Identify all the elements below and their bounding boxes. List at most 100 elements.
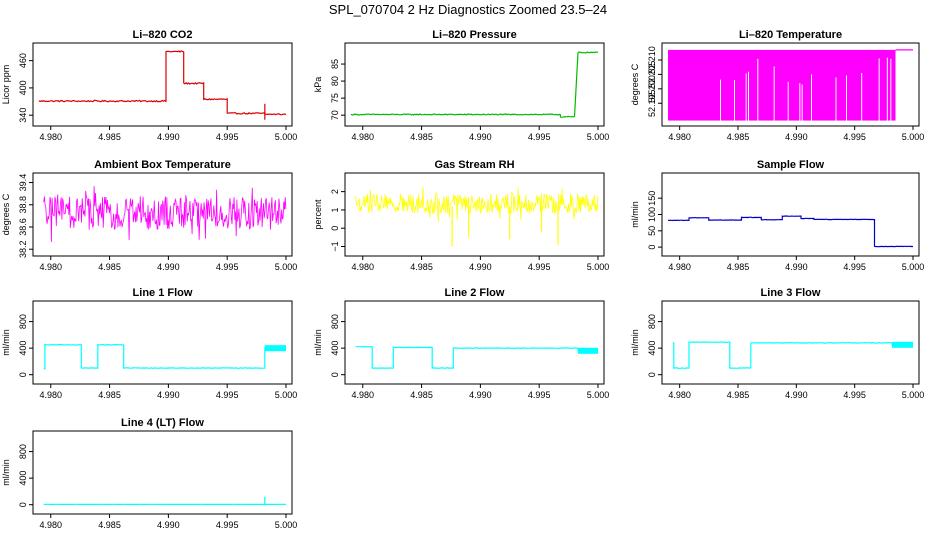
panel-title: Line 2 Flow — [445, 287, 505, 299]
series-dense-block — [264, 345, 286, 352]
y-axis-label: ml/min — [1, 329, 11, 356]
y-tick-label: 150 — [647, 191, 657, 206]
chart-panel-2: Li–820 Pressure 4.980 4.985 4.990 4.995 5.000… — [313, 29, 609, 142]
y-tick-label: 400 — [330, 341, 340, 356]
chart-panel-3: Li–820 Temperature 4.980 4.985 4.990 4.995 5.… — [630, 29, 924, 142]
y-tick-label: 52.195 — [647, 89, 657, 117]
x-tick-label: 4.990 — [469, 132, 492, 142]
panel-title: Line 3 Flow — [761, 287, 821, 299]
x-tick-label: 5.000 — [275, 132, 298, 142]
panel-title: Li–820 CO2 — [133, 29, 193, 41]
x-tick-label: 4.990 — [157, 262, 180, 272]
y-tick-label: 400 — [647, 341, 657, 356]
x-tick-label: 4.990 — [157, 390, 180, 400]
x-tick-label: 5.000 — [902, 390, 925, 400]
y-axis-label: ml/min — [630, 201, 640, 228]
x-tick-label: 4.980 — [39, 132, 62, 142]
y-axis-label: ml/min — [1, 459, 11, 486]
x-tick-label: 4.990 — [469, 262, 492, 272]
y-tick-label: 38.2 — [18, 240, 28, 258]
y-tick-label: 50 — [647, 226, 657, 236]
panel-title: Gas Stream RH — [434, 159, 514, 171]
x-tick-label: 4.985 — [727, 390, 750, 400]
y-axis-label: kPa — [313, 77, 323, 93]
x-tick-label: 4.980 — [39, 520, 62, 530]
y-tick-label: 0 — [647, 372, 657, 377]
y-tick-label: 70 — [330, 110, 340, 120]
figure-title: SPL_070704 2 Hz Diagnostics Zoomed 23.5–… — [328, 2, 608, 17]
chart-panel-7: Line 1 Flow 4.980 4.985 4.990 4.995 5.000 0 400… — [1, 287, 297, 400]
y-tick-label: 460 — [18, 53, 28, 68]
x-tick-label: 5.000 — [587, 132, 610, 142]
series-line — [43, 343, 286, 370]
x-tick-label: 4.980 — [39, 262, 62, 272]
plot-frame — [32, 300, 293, 385]
x-tick-label: 4.985 — [98, 520, 121, 530]
y-tick-label: 38.8 — [18, 196, 28, 214]
x-tick-label: 4.985 — [410, 132, 433, 142]
y-tick-label: 0 — [18, 502, 28, 507]
x-tick-label: 4.990 — [157, 132, 180, 142]
plot-frame — [661, 42, 920, 127]
plot-frame — [32, 42, 293, 127]
chart-panel-5: Gas Stream RH 4.980 4.985 4.990 4.995 5.000 −1… — [313, 159, 609, 272]
x-tick-label: 4.995 — [843, 132, 866, 142]
x-tick-label: 4.995 — [216, 262, 239, 272]
x-tick-label: 4.990 — [785, 390, 808, 400]
y-tick-label: 52.210 — [647, 46, 657, 74]
y-axis-label: degrees C — [1, 193, 11, 235]
y-tick-label: 340 — [18, 108, 28, 123]
x-tick-label: 5.000 — [275, 390, 298, 400]
panel-title: Li–820 Temperature — [739, 29, 842, 41]
x-tick-label: 4.980 — [351, 390, 374, 400]
x-tick-label: 4.985 — [727, 132, 750, 142]
series-band — [668, 49, 896, 121]
series-line — [38, 50, 287, 116]
y-tick-label: 0 — [330, 226, 340, 231]
x-tick-label: 4.995 — [216, 132, 239, 142]
chart-panel-10: Line 4 (LT) Flow 4.980 4.985 4.990 4.995 5.00… — [1, 417, 297, 530]
y-tick-label: 39.4 — [18, 174, 28, 192]
x-tick-label: 4.990 — [157, 520, 180, 530]
y-tick-label: 0 — [330, 372, 340, 377]
series-dense-block — [892, 341, 913, 348]
x-tick-label: 4.995 — [216, 520, 239, 530]
x-tick-label: 4.980 — [668, 390, 691, 400]
panel-title: Ambient Box Temperature — [94, 159, 231, 171]
x-tick-label: 4.985 — [410, 390, 433, 400]
plot-frame — [661, 172, 920, 257]
y-axis-label: percent — [313, 199, 323, 230]
y-tick-label: 0 — [647, 245, 657, 250]
y-tick-label: 100 — [647, 207, 657, 222]
x-tick-label: 4.985 — [98, 390, 121, 400]
y-tick-label: 800 — [18, 314, 28, 329]
y-tick-label: 38.6 — [18, 218, 28, 236]
y-tick-label: 400 — [18, 471, 28, 486]
x-tick-label: 4.990 — [469, 390, 492, 400]
x-tick-label: 4.985 — [410, 262, 433, 272]
x-tick-label: 4.995 — [528, 262, 551, 272]
x-tick-label: 4.990 — [785, 262, 808, 272]
panel-title: Sample Flow — [757, 159, 825, 171]
x-tick-label: 4.995 — [843, 262, 866, 272]
y-axis-label: Licor ppm — [1, 65, 11, 105]
series-line — [355, 187, 599, 222]
series-line — [43, 186, 287, 243]
y-tick-label: 85 — [330, 59, 340, 69]
x-tick-label: 5.000 — [587, 262, 610, 272]
x-tick-label: 4.980 — [668, 132, 691, 142]
y-tick-label: 400 — [18, 80, 28, 95]
y-tick-label: 52.200 — [647, 75, 657, 103]
chart-panel-9: Line 3 Flow 4.980 4.985 4.990 4.995 5.000 0 400… — [630, 287, 924, 400]
y-tick-label: 800 — [18, 444, 28, 459]
x-tick-label: 4.985 — [727, 262, 750, 272]
y-axis-label: degrees C — [630, 63, 640, 105]
plot-frame — [32, 430, 293, 515]
y-tick-label: 400 — [18, 341, 28, 356]
x-tick-label: 5.000 — [902, 262, 925, 272]
y-tick-label: 52.205 — [647, 61, 657, 89]
series-dense-block — [578, 347, 598, 354]
plot-frame — [661, 300, 920, 385]
x-tick-label: 4.980 — [351, 132, 374, 142]
x-tick-label: 4.995 — [843, 390, 866, 400]
